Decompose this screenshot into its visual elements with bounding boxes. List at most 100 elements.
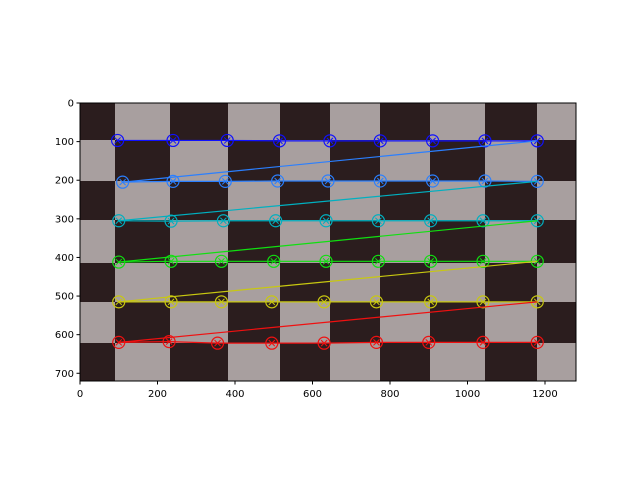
corner-marker bbox=[110, 133, 125, 148]
checker-square bbox=[485, 302, 537, 343]
corner-circle bbox=[272, 134, 287, 148]
corner-cross bbox=[320, 339, 328, 347]
corner-marker bbox=[164, 295, 178, 309]
corner-circle bbox=[112, 255, 126, 269]
corner-marker bbox=[164, 254, 178, 268]
checker-square bbox=[280, 140, 330, 181]
corner-circle bbox=[319, 214, 333, 228]
corner-marker bbox=[476, 214, 490, 228]
checker-square bbox=[485, 220, 537, 263]
corner-circle bbox=[373, 134, 387, 148]
corner-circle bbox=[478, 174, 492, 188]
corner-circle bbox=[267, 254, 281, 268]
checker-square bbox=[80, 263, 115, 302]
corner-cross bbox=[375, 217, 382, 225]
corner-cross bbox=[270, 257, 278, 265]
corner-circle bbox=[426, 134, 440, 148]
corner-cross bbox=[427, 217, 435, 225]
checker-square bbox=[485, 181, 537, 220]
corner-cross bbox=[324, 177, 332, 185]
checker-square bbox=[430, 103, 485, 140]
corner-circle bbox=[530, 335, 544, 349]
row-connector bbox=[118, 180, 538, 222]
corner-circle bbox=[214, 295, 229, 309]
corner-marker bbox=[214, 254, 229, 268]
corner-circle bbox=[476, 295, 490, 309]
checker-square bbox=[115, 220, 170, 263]
x-tick-label: 400 bbox=[225, 389, 244, 400]
corner-circle bbox=[112, 214, 126, 228]
corner-circle bbox=[317, 295, 331, 309]
checker-square bbox=[115, 343, 170, 381]
checker-square bbox=[485, 343, 537, 381]
checker-square bbox=[380, 263, 430, 302]
checker-square bbox=[380, 302, 430, 343]
corner-circle bbox=[164, 295, 178, 309]
corner-cross bbox=[223, 137, 231, 144]
checker-square bbox=[537, 181, 576, 220]
corner-circle bbox=[110, 133, 125, 148]
checker-square bbox=[537, 302, 576, 343]
x-tick-label: 1200 bbox=[532, 389, 557, 400]
checker-square bbox=[115, 103, 170, 140]
checker-square bbox=[80, 103, 115, 140]
corner-marker bbox=[218, 174, 232, 188]
corner-cross bbox=[479, 217, 487, 225]
corner-marker bbox=[317, 295, 331, 309]
corner-cross bbox=[320, 298, 328, 306]
row-connector bbox=[122, 140, 538, 183]
corner-marker bbox=[319, 254, 333, 268]
corner-circle bbox=[164, 254, 178, 268]
checker-square bbox=[228, 181, 280, 220]
corner-cross bbox=[220, 217, 227, 225]
checker-square bbox=[485, 263, 537, 302]
corner-cross bbox=[167, 217, 175, 225]
corner-circle bbox=[166, 174, 180, 188]
corner-cross bbox=[119, 178, 126, 186]
corner-cross bbox=[322, 257, 330, 265]
corner-cross bbox=[169, 178, 177, 185]
checker-square bbox=[80, 343, 115, 381]
corner-circle bbox=[269, 214, 283, 228]
corner-cross bbox=[326, 137, 334, 145]
checker-square bbox=[330, 263, 380, 302]
y-tick-label: 600 bbox=[55, 330, 74, 341]
corner-circle bbox=[216, 214, 230, 228]
corner-marker bbox=[530, 335, 544, 349]
checker-square bbox=[280, 343, 330, 381]
corner-marker bbox=[371, 254, 385, 268]
checker-square bbox=[485, 140, 537, 181]
corner-cross bbox=[481, 137, 489, 145]
corner-cross bbox=[218, 257, 225, 265]
checker-square bbox=[228, 140, 280, 181]
corner-circle bbox=[321, 174, 335, 188]
corner-circle bbox=[112, 295, 126, 309]
checker-square bbox=[80, 140, 115, 181]
corner-cross bbox=[169, 137, 177, 144]
corner-marker bbox=[267, 254, 281, 268]
checker-square bbox=[170, 181, 228, 220]
checker-square bbox=[170, 103, 228, 140]
corner-cross bbox=[268, 339, 276, 347]
checker-square bbox=[537, 220, 576, 263]
corner-marker bbox=[214, 295, 229, 309]
corner-cross bbox=[115, 258, 123, 266]
corner-circle bbox=[271, 174, 285, 188]
checker-square bbox=[430, 302, 485, 343]
checker-square bbox=[115, 263, 170, 302]
checker-square bbox=[80, 302, 115, 343]
corner-circle bbox=[220, 133, 234, 148]
corner-circle bbox=[476, 335, 490, 349]
corner-cross bbox=[115, 217, 123, 225]
corner-circle bbox=[424, 254, 438, 268]
corner-marker bbox=[116, 175, 130, 189]
corner-marker bbox=[373, 134, 387, 148]
checker-square bbox=[80, 181, 115, 220]
corner-cross bbox=[533, 298, 541, 306]
x-tick-label: 0 bbox=[77, 389, 83, 400]
checker-square bbox=[537, 343, 576, 381]
corner-marker bbox=[371, 214, 385, 228]
axes-frame bbox=[79, 102, 577, 382]
corner-circle bbox=[317, 336, 331, 350]
